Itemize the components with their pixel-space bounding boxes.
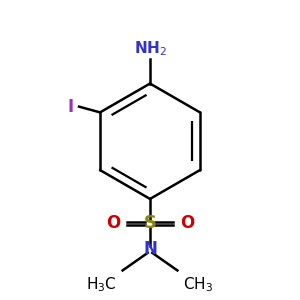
Text: N: N <box>143 240 157 258</box>
Text: I: I <box>68 98 74 116</box>
Text: CH$_3$: CH$_3$ <box>183 275 213 294</box>
Text: H$_3$C: H$_3$C <box>86 275 117 294</box>
Text: NH$_2$: NH$_2$ <box>134 39 166 58</box>
Text: O: O <box>106 214 120 232</box>
Text: O: O <box>180 214 194 232</box>
Text: S: S <box>143 214 157 232</box>
